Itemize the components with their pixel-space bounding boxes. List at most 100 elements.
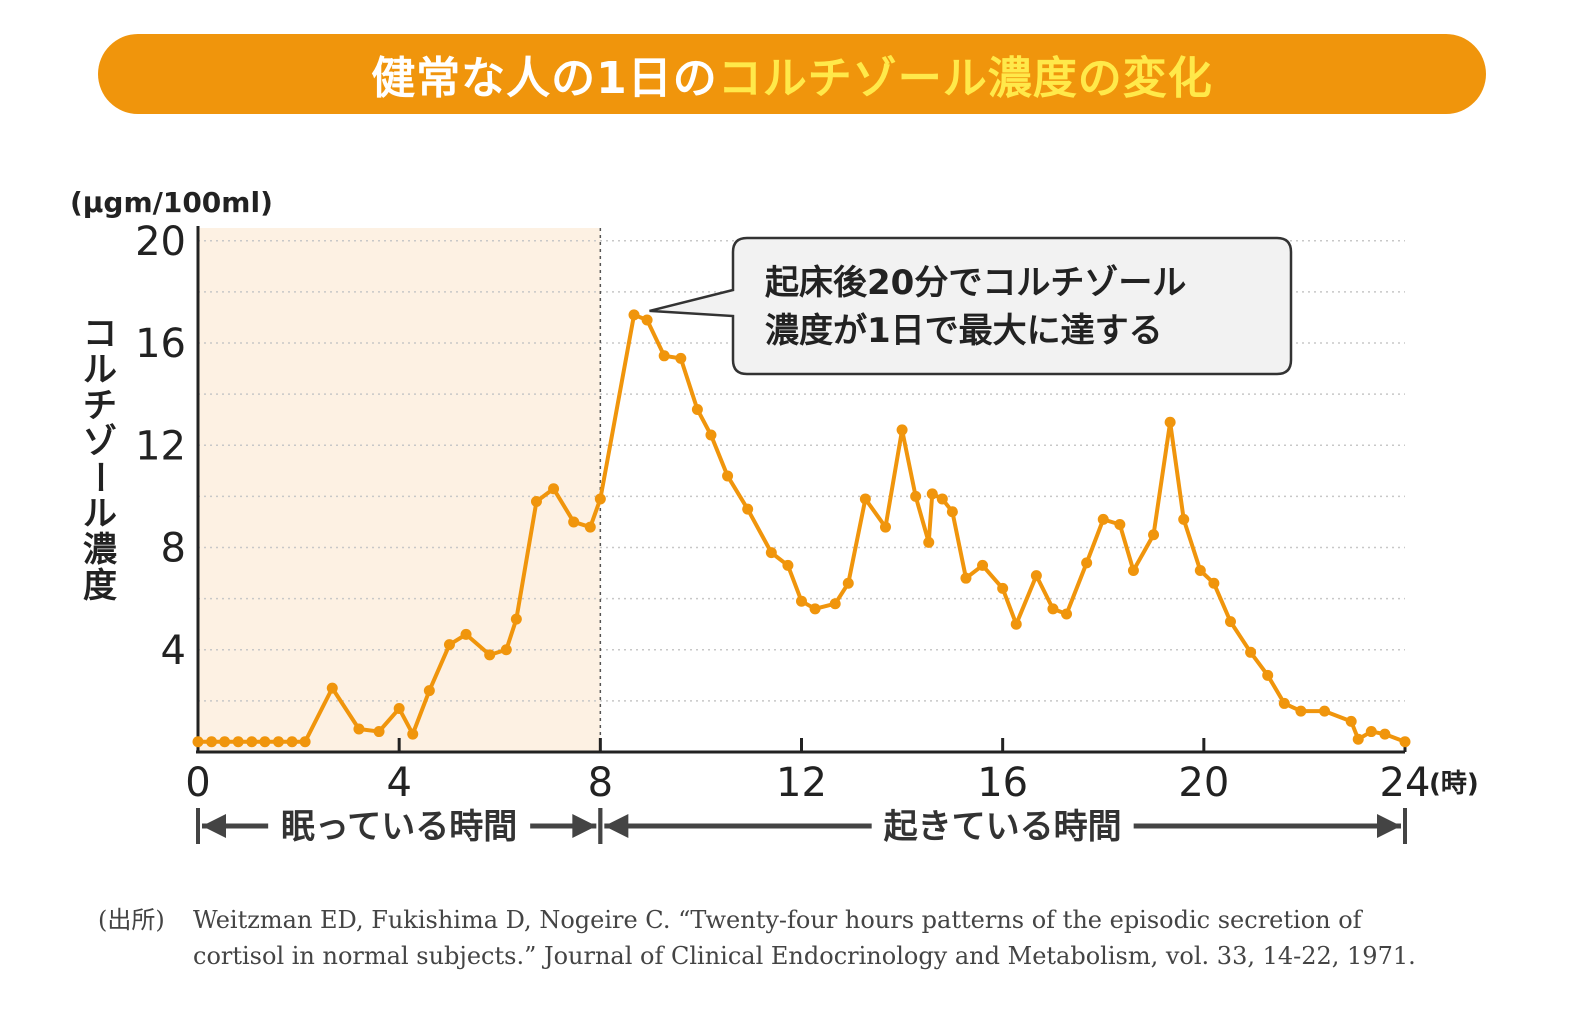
data-point bbox=[809, 603, 821, 615]
data-point bbox=[584, 521, 596, 533]
annotation-callout: 起床後20分でコルチゾール 濃度が1日で最大に達する bbox=[649, 236, 1293, 376]
data-point bbox=[923, 536, 935, 548]
data-point bbox=[997, 582, 1009, 594]
sleep-region-shading bbox=[198, 228, 601, 752]
data-point bbox=[548, 483, 560, 495]
data-point bbox=[782, 559, 794, 571]
data-point bbox=[232, 736, 244, 748]
data-point bbox=[1030, 570, 1042, 582]
data-point bbox=[1262, 669, 1274, 681]
y-tick-label: 8 bbox=[161, 526, 186, 572]
data-point bbox=[1097, 513, 1109, 525]
data-point bbox=[1352, 733, 1364, 745]
data-point bbox=[722, 470, 734, 482]
x-tick-label: 8 bbox=[588, 760, 613, 806]
data-point bbox=[484, 649, 496, 661]
data-point bbox=[1194, 565, 1206, 577]
y-axis-title: コルチゾール濃度 bbox=[79, 314, 119, 606]
y-axis-title-char: 濃 bbox=[83, 530, 118, 570]
data-point bbox=[1224, 616, 1236, 628]
data-point bbox=[896, 424, 908, 436]
data-point bbox=[1319, 705, 1331, 717]
data-point bbox=[1399, 736, 1411, 748]
arrow-right-icon bbox=[572, 814, 597, 838]
data-point bbox=[272, 736, 284, 748]
x-tick-label: 0 bbox=[185, 760, 210, 806]
title-banner: 健常な人の1日のコルチゾール濃度の変化 bbox=[98, 34, 1486, 114]
data-point bbox=[407, 728, 419, 740]
citation-line1: Weitzman ED, Fukishima D, Nogeire C. “Tw… bbox=[193, 906, 1362, 934]
y-axis-title-char: チ bbox=[83, 386, 117, 426]
data-point bbox=[1379, 728, 1391, 740]
data-point bbox=[286, 736, 298, 748]
data-point bbox=[460, 628, 472, 640]
x-tick-label: 4 bbox=[386, 760, 411, 806]
data-point bbox=[1047, 603, 1059, 615]
data-point bbox=[1245, 646, 1257, 658]
data-point bbox=[299, 736, 311, 748]
data-point bbox=[1365, 726, 1377, 738]
data-point bbox=[628, 309, 640, 321]
y-tick-label: 4 bbox=[161, 628, 186, 674]
y-ticks: 4 8 12 16 20 bbox=[135, 219, 186, 674]
data-point bbox=[1345, 715, 1357, 727]
data-point bbox=[1178, 513, 1190, 525]
data-point bbox=[977, 559, 989, 571]
data-point bbox=[393, 703, 405, 715]
data-point bbox=[765, 547, 777, 559]
data-point bbox=[373, 726, 385, 738]
unit-label: (μgm/100ml) bbox=[70, 186, 273, 219]
data-point bbox=[936, 493, 948, 505]
x-tick-label: 20 bbox=[1178, 760, 1229, 806]
y-axis-title-char: ー bbox=[79, 460, 119, 494]
data-point bbox=[259, 736, 271, 748]
data-point bbox=[1127, 565, 1139, 577]
y-tick-label: 16 bbox=[135, 321, 186, 367]
x-tick-label: 12 bbox=[776, 760, 827, 806]
data-point bbox=[879, 521, 891, 533]
data-point bbox=[796, 595, 807, 607]
title-highlight: コルチゾール濃度の変化 bbox=[717, 53, 1213, 104]
data-point bbox=[1061, 608, 1073, 620]
data-point bbox=[946, 506, 958, 518]
data-point bbox=[510, 613, 522, 625]
data-point bbox=[1148, 529, 1160, 541]
citation: (出所) Weitzman ED, Fukishima D, Nogeire C.… bbox=[98, 902, 1498, 974]
data-point bbox=[926, 488, 938, 500]
data-point bbox=[842, 577, 854, 589]
data-point bbox=[1164, 416, 1176, 428]
y-axis-title-char: コ bbox=[83, 314, 117, 354]
data-point bbox=[443, 639, 455, 651]
data-point bbox=[326, 682, 338, 694]
data-point bbox=[530, 496, 542, 508]
arrow-right-icon bbox=[1377, 814, 1401, 838]
y-axis-title-char: ル bbox=[83, 494, 117, 534]
callout-text-line1: 起床後20分でコルチゾール bbox=[765, 263, 1186, 303]
x-unit-label: (時) bbox=[1429, 769, 1479, 799]
arrow-left-icon bbox=[202, 814, 226, 838]
data-point bbox=[1295, 705, 1307, 717]
data-point bbox=[192, 736, 204, 748]
title-text: 健常な人の1日のコルチゾール濃度の変化 bbox=[371, 42, 1213, 106]
data-point bbox=[675, 352, 687, 364]
data-point bbox=[353, 723, 365, 735]
y-axis-title-char: ル bbox=[83, 350, 117, 390]
data-point bbox=[1114, 519, 1126, 531]
callout-bubble bbox=[649, 236, 1293, 376]
data-point bbox=[1278, 697, 1290, 709]
region-label: 起きている時間 bbox=[884, 807, 1122, 847]
y-axis-title-char: 度 bbox=[83, 566, 117, 606]
data-point bbox=[1081, 557, 1093, 569]
citation-line2: cortisol in normal subjects.” Journal of… bbox=[193, 942, 1416, 970]
data-point bbox=[1208, 577, 1220, 589]
series-points bbox=[192, 309, 1411, 748]
x-tick-label: 16 bbox=[977, 760, 1028, 806]
data-point bbox=[246, 736, 258, 748]
region-label: 眠っている時間 bbox=[281, 807, 517, 847]
data-point bbox=[658, 350, 670, 362]
citation-label: (出所) bbox=[98, 906, 165, 934]
region-bracket-1: 起きている時間 bbox=[598, 807, 1407, 847]
data-point bbox=[910, 490, 922, 502]
data-point bbox=[594, 493, 606, 505]
data-point bbox=[1010, 618, 1022, 630]
